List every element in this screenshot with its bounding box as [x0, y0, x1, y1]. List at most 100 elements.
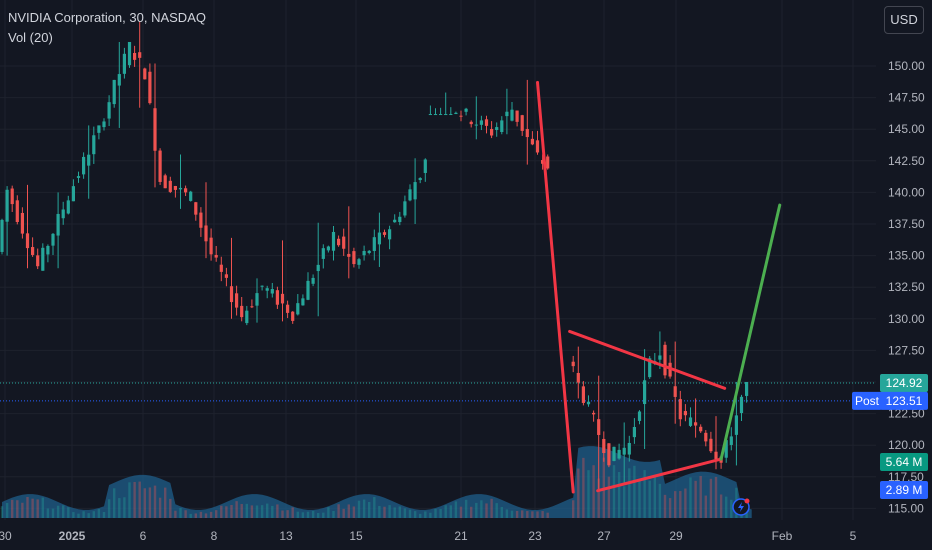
candle-body: [296, 303, 300, 315]
volume-bar: [352, 506, 356, 518]
volume-bar: [536, 511, 539, 518]
candle-body: [484, 119, 489, 126]
candle: [51, 233, 55, 255]
candle: [275, 286, 279, 309]
candle-body: [683, 411, 687, 416]
candle-body: [643, 380, 647, 405]
candle-body: [352, 251, 356, 265]
volume-bar: [470, 506, 473, 518]
volume-bar: [266, 503, 269, 518]
candle: [398, 211, 402, 226]
volume-bar: [485, 503, 488, 518]
candle: [66, 195, 70, 215]
candle: [377, 212, 381, 267]
volume-bar: [327, 507, 330, 518]
candle-body: [423, 159, 427, 173]
candle: [423, 158, 427, 182]
volume-bar: [123, 497, 126, 518]
candle-body: [51, 233, 55, 246]
volume-bar: [143, 488, 146, 518]
volume-bar: [0, 506, 4, 518]
candle: [571, 355, 575, 373]
candle: [510, 102, 514, 122]
candle: [581, 381, 585, 406]
candle: [500, 116, 504, 135]
candle-body: [530, 138, 534, 145]
volume-bar: [41, 497, 44, 518]
volume-bar: [128, 482, 131, 518]
volume-bar: [133, 481, 136, 518]
volume-bar: [72, 512, 75, 518]
candle: [87, 125, 91, 199]
volume-bar: [663, 494, 667, 518]
candle: [413, 158, 417, 224]
volume-bar: [648, 480, 651, 518]
volume-bar: [194, 513, 197, 518]
volume-bar: [286, 510, 289, 518]
volume-badge-2-bg: [880, 481, 928, 499]
candle-body: [122, 53, 126, 74]
candle-body: [5, 189, 9, 222]
candle-body: [729, 436, 733, 445]
candle-body: [704, 432, 708, 442]
volume-bar: [225, 506, 228, 518]
candle-body: [454, 112, 458, 115]
volume-bar: [668, 498, 672, 518]
candle: [250, 299, 254, 309]
volume-bar: [337, 504, 340, 518]
candle: [71, 179, 75, 202]
candle-body: [199, 212, 203, 228]
candle-body: [189, 191, 193, 201]
volume-badge-2-text: 2.89 M: [886, 483, 923, 497]
volume-bar: [373, 497, 376, 518]
symbol-title[interactable]: NVIDIA Corporation, 30, NASDAQ: [8, 10, 206, 25]
volume-bar: [597, 478, 600, 518]
volume-indicator-label[interactable]: Vol (20): [8, 30, 53, 45]
volume-bar: [725, 496, 728, 518]
price-tick-label: 140.00: [888, 185, 925, 199]
candle: [439, 107, 443, 116]
volume-bar: [408, 509, 412, 518]
candle: [597, 375, 601, 490]
candle: [444, 92, 448, 116]
candle-body: [490, 129, 494, 136]
volume-bar: [36, 499, 39, 518]
candle: [388, 225, 392, 250]
post-label-badge: Post: [852, 391, 882, 410]
candle: [612, 446, 616, 462]
candle-body: [0, 219, 4, 252]
volume-bar: [541, 511, 544, 518]
candle-body: [117, 74, 121, 86]
candle: [184, 185, 188, 197]
candle-body: [495, 127, 499, 130]
volume-bar: [413, 511, 417, 518]
volume-bar: [464, 499, 468, 518]
candle-body: [632, 427, 636, 438]
volume-bar: [21, 502, 24, 518]
volume-bar: [26, 496, 29, 518]
candle-body: [219, 264, 223, 272]
candle: [209, 228, 213, 261]
candle: [178, 154, 183, 209]
candle-body: [357, 259, 361, 265]
candle: [428, 105, 432, 116]
candle-body: [673, 386, 677, 397]
candle-body: [622, 447, 626, 455]
lightning-icon[interactable]: [732, 498, 750, 516]
post-price-badge-text: 123.51: [886, 394, 923, 408]
candle: [240, 296, 244, 322]
volume-bar: [368, 501, 371, 518]
candle-body: [372, 237, 376, 251]
candle-body: [15, 200, 19, 222]
volume-bar: [276, 504, 279, 518]
currency-button[interactable]: USD: [884, 6, 924, 34]
volume-bar: [332, 510, 335, 518]
post-label-badge-text: Post: [855, 394, 880, 408]
trend-line-red: [596, 457, 723, 493]
candle: [673, 341, 677, 424]
candle-body: [56, 213, 60, 236]
volume-bar: [745, 511, 748, 518]
candle: [352, 247, 356, 268]
trend-line-red: [568, 329, 727, 390]
volume-bar: [643, 470, 646, 518]
